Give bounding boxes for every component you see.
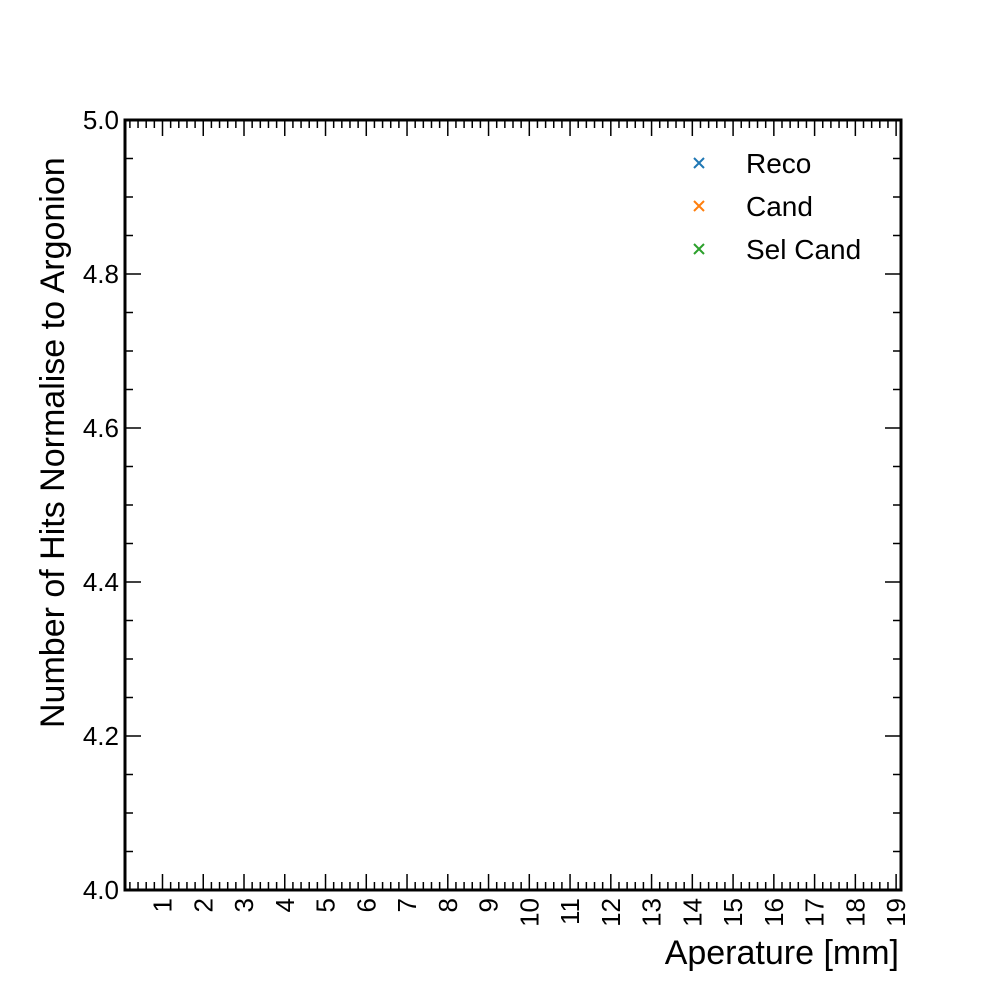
y-tick-label: 4.4 <box>83 567 119 597</box>
y-tick-label: 4.8 <box>83 259 119 289</box>
y-tick-label: 5.0 <box>83 105 119 135</box>
x-tick-label: 9 <box>474 898 504 912</box>
legend-label: Sel Cand <box>746 234 861 265</box>
x-tick-label: 15 <box>718 898 748 927</box>
x-tick-label: 1 <box>147 898 177 912</box>
x-tick-label: 3 <box>229 898 259 912</box>
y-axis-label: Number of Hits Normalise to Argonion <box>34 157 72 728</box>
legend-marker-reco <box>693 157 705 169</box>
y-tick-label: 4.0 <box>83 875 119 905</box>
legend-label: Reco <box>746 148 811 179</box>
x-tick-label: 2 <box>188 898 218 912</box>
x-tick-label: 6 <box>351 898 381 912</box>
x-tick-label: 13 <box>637 898 667 927</box>
x-tick-label: 12 <box>596 898 626 927</box>
legend: Reco Cand Sel Cand <box>693 148 861 265</box>
x-tick-label: 19 <box>881 898 911 927</box>
x-tick-label: 11 <box>555 898 585 925</box>
x-tick-label: 18 <box>840 898 870 927</box>
x-tick-label: 16 <box>759 898 789 927</box>
legend-label: Cand <box>746 191 813 222</box>
x-tick-label: 4 <box>270 898 300 912</box>
legend-marker-sel-cand <box>693 243 705 255</box>
x-tick-label: 5 <box>311 898 341 912</box>
legend-marker-cand <box>693 200 705 212</box>
x-tick-label: 10 <box>514 898 544 927</box>
x-tick-label: 7 <box>392 898 422 912</box>
tick-labels: 1 2 3 4 5 6 7 8 9 10 11 12 13 14 15 16 17 18 194.04.24.44.… <box>83 105 911 927</box>
y-tick-label: 4.6 <box>83 413 119 443</box>
x-tick-label: 17 <box>800 898 830 927</box>
x-tick-label: 14 <box>677 898 707 927</box>
x-tick-label: 8 <box>433 898 463 912</box>
y-tick-label: 4.2 <box>83 721 119 751</box>
plot-area-frame <box>123 118 903 892</box>
x-axis-label: Aperature [mm] <box>665 934 899 972</box>
